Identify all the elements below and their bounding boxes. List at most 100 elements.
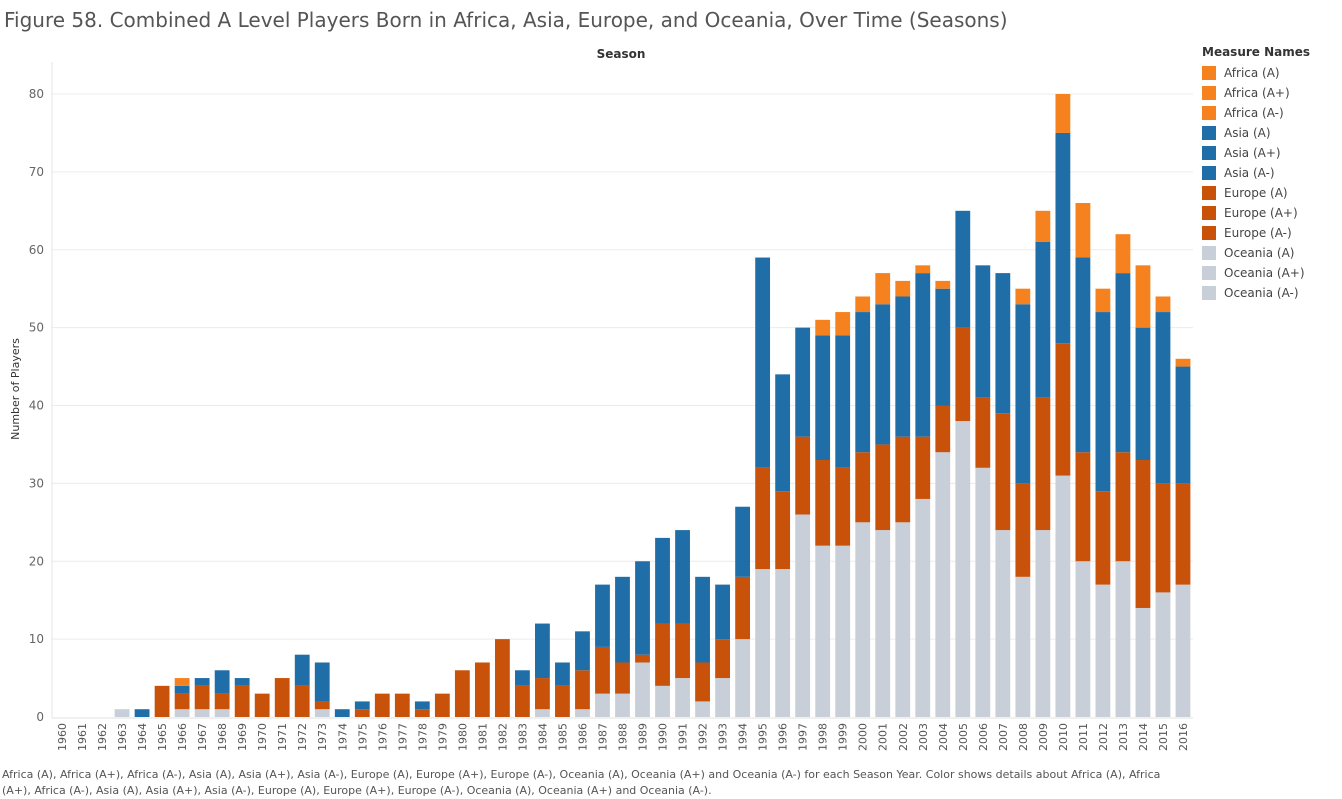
legend-item[interactable]: Africa (A+) <box>1202 83 1337 103</box>
legend-swatch <box>1202 186 1216 200</box>
y-tick-label: 30 <box>29 476 44 490</box>
x-tick-label: 1984 <box>536 723 549 751</box>
bar-oceania-2005 <box>955 421 971 717</box>
bar-europe-1981 <box>474 662 490 717</box>
bar-europe-2016 <box>1175 483 1191 585</box>
chart-caption: Africa (A), Africa (A+), Africa (A-), As… <box>2 768 1161 797</box>
legend-label: Asia (A+) <box>1224 146 1281 160</box>
bar-africa-1999 <box>835 312 851 336</box>
legend-label: Asia (A-) <box>1224 166 1275 180</box>
legend-label: Europe (A+) <box>1224 206 1298 220</box>
x-tick-label: 1967 <box>196 723 209 751</box>
legend-item[interactable]: Asia (A) <box>1202 123 1337 143</box>
bar-europe-2000 <box>855 452 871 523</box>
bar-oceania-1993 <box>715 678 730 717</box>
bar-asia-1998 <box>815 335 831 461</box>
legend-item[interactable]: Europe (A+) <box>1202 203 1337 223</box>
legend-swatch <box>1202 166 1216 180</box>
x-tick-label: 1961 <box>76 723 89 751</box>
bar-oceania-2008 <box>1015 576 1031 717</box>
legend-swatch <box>1202 146 1216 160</box>
bar-europe-2002 <box>895 436 911 523</box>
x-tick-label: 2000 <box>857 723 870 751</box>
x-tick-label: 1973 <box>316 723 329 751</box>
bar-oceania-2009 <box>1035 530 1051 717</box>
y-tick-label: 70 <box>29 165 44 179</box>
y-tick-label: 50 <box>29 321 44 335</box>
bar-oceania-2006 <box>975 467 991 717</box>
bar-oceania-1992 <box>695 701 710 717</box>
legend-item[interactable]: Oceania (A+) <box>1202 263 1337 283</box>
x-axis-ticks: 1960 1961 1962 1963 1964 1965 1966 1967 1968 1969… <box>56 723 1190 751</box>
bar-asia-1975 <box>354 701 370 710</box>
legend-item[interactable]: Europe (A) <box>1202 183 1337 203</box>
bar-europe-1984 <box>535 678 550 710</box>
legend-label: Europe (A) <box>1224 186 1288 200</box>
bar-asia-1969 <box>234 678 250 686</box>
y-axis-label: Number of Players <box>9 338 22 440</box>
x-tick-label: 2001 <box>877 723 890 751</box>
legend-label: Oceania (A) <box>1224 246 1295 260</box>
stacked-bar-chart: Season Number of Players 0 10 20 30 40 50 60 70… <box>9 47 1193 751</box>
bar-europe-2003 <box>915 436 931 499</box>
bar-europe-1992 <box>695 662 710 702</box>
bar-oceania-2013 <box>1115 561 1131 717</box>
bar-europe-1987 <box>595 646 610 694</box>
x-tick-label: 2008 <box>1017 723 1030 751</box>
bar-asia-1993 <box>715 584 730 640</box>
bar-africa-2008 <box>1015 288 1031 305</box>
x-tick-label: 2016 <box>1177 723 1190 751</box>
bar-asia-2016 <box>1175 366 1191 484</box>
bar-europe-1975 <box>354 709 370 717</box>
bar-oceania-1986 <box>575 709 590 717</box>
bar-europe-1972 <box>294 685 310 717</box>
x-tick-label: 1966 <box>176 723 189 751</box>
y-tick-label: 60 <box>29 243 44 257</box>
legend-item[interactable]: Europe (A-) <box>1202 223 1337 243</box>
x-tick-label: 1968 <box>216 723 229 751</box>
legend-label: Oceania (A-) <box>1224 286 1299 300</box>
x-tick-label: 1990 <box>657 723 670 751</box>
x-tick-label: 1992 <box>697 723 710 751</box>
bar-asia-2012 <box>1095 312 1111 492</box>
bar-africa-2002 <box>895 280 911 297</box>
bar-africa-2009 <box>1035 210 1051 242</box>
legend-swatch <box>1202 286 1216 300</box>
legend-item[interactable]: Asia (A+) <box>1202 143 1337 163</box>
bar-europe-2009 <box>1035 397 1051 531</box>
bar-africa-2011 <box>1075 203 1091 258</box>
bar-oceania-2000 <box>855 522 871 717</box>
x-tick-label: 1981 <box>476 723 489 751</box>
bar-africa-2012 <box>1095 288 1111 313</box>
bar-asia-1974 <box>334 709 350 717</box>
x-tick-label: 1979 <box>436 723 449 751</box>
bar-europe-1996 <box>775 491 791 570</box>
bar-europe-1965 <box>154 685 170 717</box>
bar-europe-2012 <box>1095 491 1111 585</box>
bar-africa-2014 <box>1135 265 1151 328</box>
legend-item[interactable]: Asia (A-) <box>1202 163 1337 183</box>
legend-item[interactable]: Oceania (A) <box>1202 243 1337 263</box>
y-tick-label: 80 <box>29 87 44 101</box>
bar-africa-1966 <box>174 678 190 686</box>
gridlines <box>51 62 1193 719</box>
bar-asia-1996 <box>775 374 791 492</box>
bar-oceania-1968 <box>214 709 230 717</box>
bar-europe-1986 <box>575 670 590 710</box>
bar-europe-1994 <box>735 576 751 640</box>
bar-africa-2000 <box>855 296 871 313</box>
legend-swatch <box>1202 206 1216 220</box>
bar-asia-2002 <box>895 296 911 437</box>
bar-asia-1967 <box>194 678 210 686</box>
bar-europe-1999 <box>835 467 851 546</box>
legend-item[interactable]: Oceania (A-) <box>1202 283 1337 303</box>
bar-asia-1972 <box>294 654 310 686</box>
legend-item[interactable]: Africa (A) <box>1202 63 1337 83</box>
x-tick-label: 2010 <box>1057 723 1070 751</box>
bar-oceania-1973 <box>314 709 330 717</box>
bar-oceania-1997 <box>795 514 811 717</box>
legend-item[interactable]: Africa (A-) <box>1202 103 1337 123</box>
bar-asia-1992 <box>695 576 710 663</box>
bar-asia-2003 <box>915 273 931 437</box>
x-tick-label: 1987 <box>596 723 609 751</box>
